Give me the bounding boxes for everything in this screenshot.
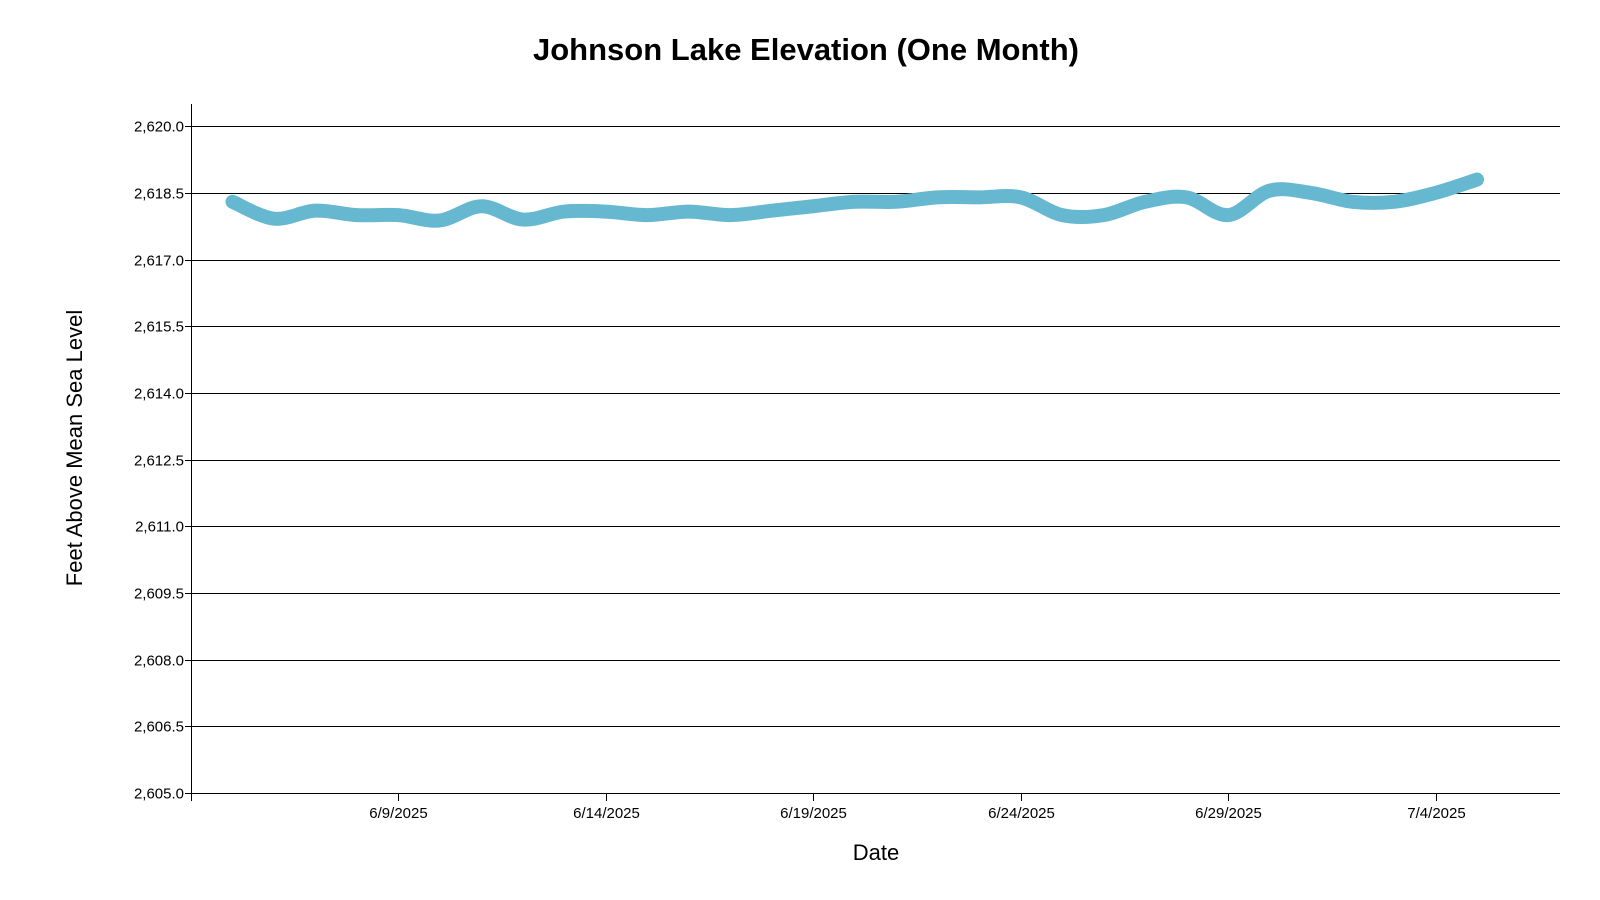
x-tick-label: 6/19/2025 xyxy=(780,805,847,822)
chart-title: Johnson Lake Elevation (One Month) xyxy=(533,32,1079,67)
y-tick-label: 2,612.5 xyxy=(134,453,184,470)
y-tick-label: 2,608.0 xyxy=(134,653,184,670)
grid-lines xyxy=(191,126,1560,727)
y-tick-label: 2,609.5 xyxy=(134,586,184,603)
series-layer xyxy=(225,172,1485,228)
y-tick-label: 2,617.0 xyxy=(134,253,184,270)
x-tick-label: 6/29/2025 xyxy=(1195,805,1262,822)
x-tick-label: 7/4/2025 xyxy=(1407,805,1465,822)
y-tick-label: 2,615.5 xyxy=(134,319,184,336)
x-tick-label: 6/9/2025 xyxy=(369,805,427,822)
y-axis-label: Feet Above Mean Sea Level xyxy=(62,310,87,586)
y-tick-label: 2,618.5 xyxy=(134,186,184,203)
series-line xyxy=(225,172,1485,228)
y-tick-label: 2,614.0 xyxy=(134,386,184,403)
y-tick-label: 2,611.0 xyxy=(135,519,184,536)
y-tick-label: 2,620.0 xyxy=(134,119,184,136)
x-tick-label: 6/14/2025 xyxy=(573,805,640,822)
y-tick-label: 2,606.5 xyxy=(134,719,184,736)
y-tick-label: 2,605.0 xyxy=(134,786,184,803)
axes: 2,605.0 2,606.5 2,608.0 2,609.5 2,611.0 2,612… xyxy=(134,104,1560,822)
x-tick-label: 6/24/2025 xyxy=(988,805,1055,822)
x-axis-label: Date xyxy=(853,840,899,865)
